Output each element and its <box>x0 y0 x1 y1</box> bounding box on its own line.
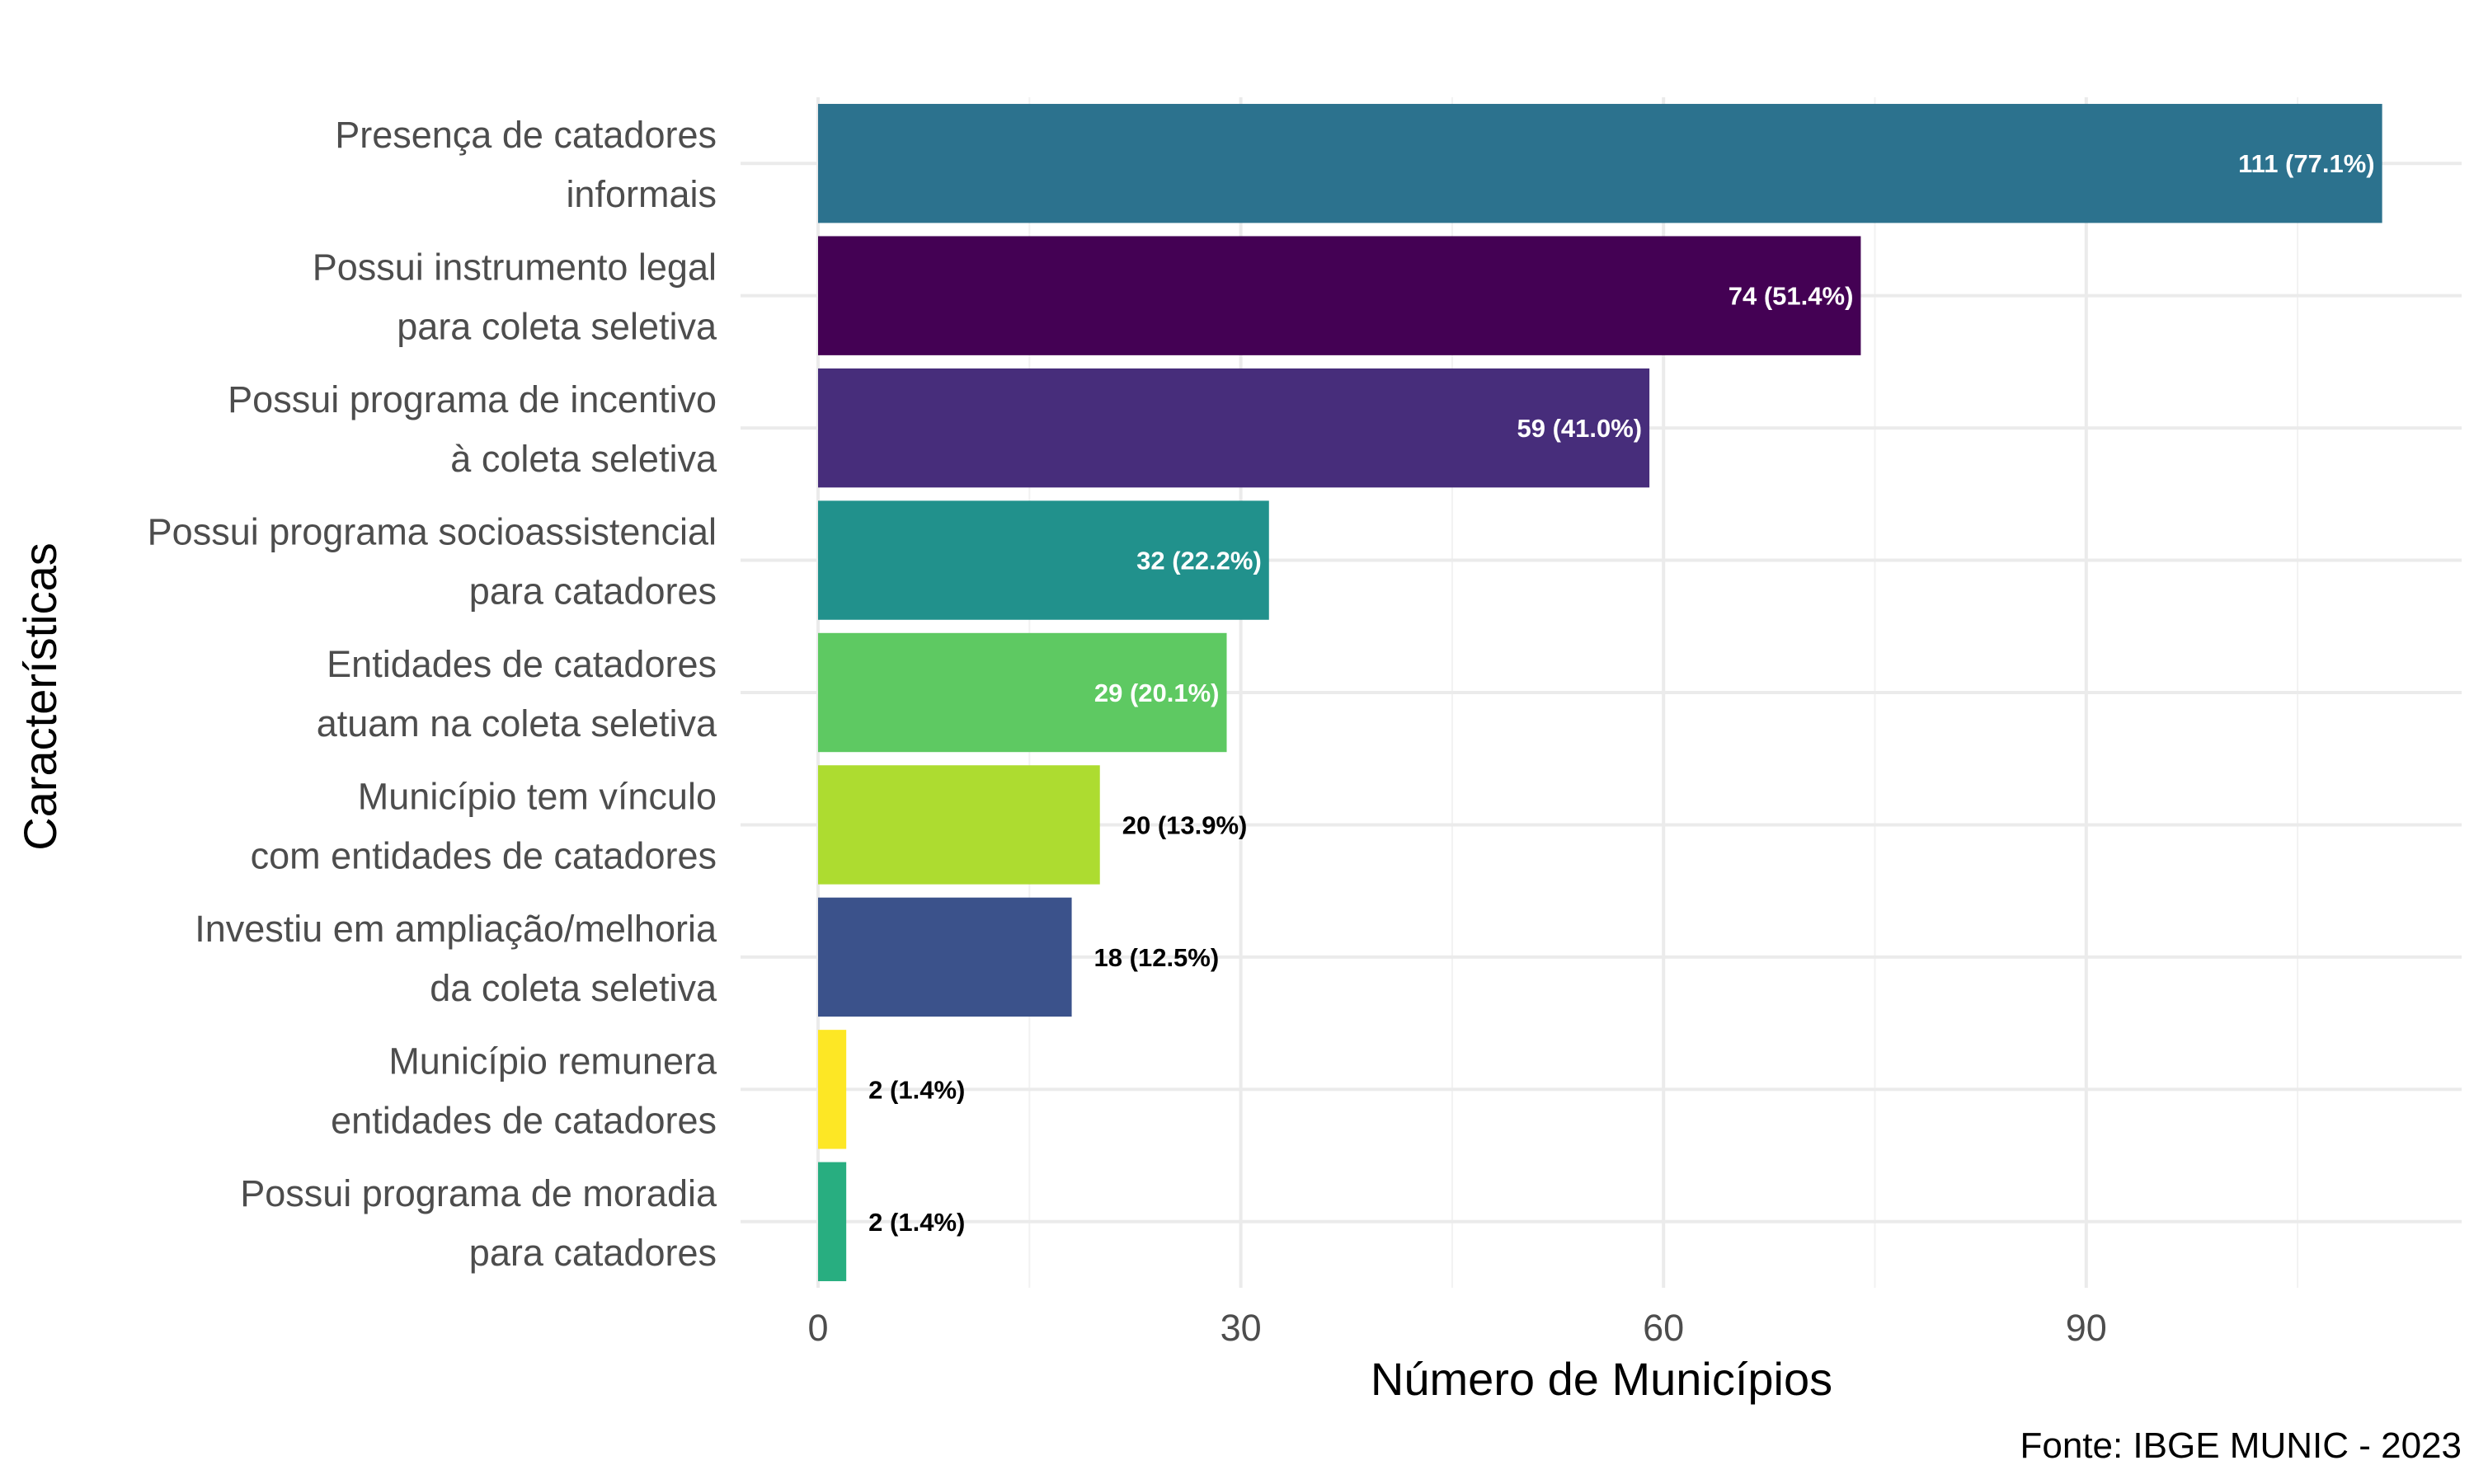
bar-value-label: 2 (1.4%) <box>868 1208 965 1237</box>
x-tick-label: 30 <box>1221 1307 1262 1349</box>
bar-value-label: 74 (51.4%) <box>1729 282 1854 311</box>
bar-value-label: 2 (1.4%) <box>868 1075 965 1104</box>
bar <box>818 765 1100 885</box>
x-tick-label: 90 <box>2066 1307 2107 1349</box>
y-axis-title: Características <box>14 542 66 850</box>
x-tick-label: 60 <box>1643 1307 1684 1349</box>
bar <box>818 897 1072 1017</box>
bars: 111 (77.1%) 74 (51.4%) 59 (41.0%) 32 (22.2%… <box>818 104 2382 1281</box>
bar <box>818 368 1650 488</box>
category-label: Possui programa de incentivo à coleta sel… <box>228 378 717 480</box>
bar-value-label: 29 (20.1%) <box>1094 679 1220 707</box>
bar <box>818 1162 847 1281</box>
x-tick-labels: 0 30 60 90 <box>807 1307 2106 1349</box>
bar <box>818 1030 847 1149</box>
caption: Fonte: IBGE MUNIC - 2023 <box>2020 1425 2462 1466</box>
category-label: Município remunera entidades de catadores <box>331 1040 717 1141</box>
category-label: Entidades de catadores atuam na coleta se… <box>317 643 717 744</box>
category-label: Possui programa socioassistencial para ca… <box>148 511 717 613</box>
bar-value-label: 32 (22.2%) <box>1136 547 1262 575</box>
bar-value-label: 18 (12.5%) <box>1094 943 1220 972</box>
x-tick-label: 0 <box>807 1307 828 1349</box>
category-label: Possui instrumento legal para coleta sele… <box>313 247 717 348</box>
category-label: Presença de catadores informais <box>335 114 717 215</box>
bar-value-label: 111 (77.1%) <box>2238 149 2374 178</box>
bar-value-label: 20 (13.9%) <box>1122 810 1248 839</box>
category-label: Município tem vínculo com entidades de ca… <box>251 775 717 876</box>
category-label: Possui programa de moradia para catadores <box>240 1172 717 1274</box>
bar <box>818 236 1861 355</box>
category-label: Investiu em ampliação/melhoria da coleta … <box>195 908 717 1009</box>
category-labels: Presença de catadores informais Possui ins… <box>148 114 717 1274</box>
bar <box>818 104 2382 223</box>
bar <box>818 500 1269 620</box>
bar <box>818 632 1227 753</box>
bar-value-label: 59 (41.0%) <box>1517 414 1642 443</box>
x-axis-title: Número de Municípios <box>1371 1353 1832 1405</box>
